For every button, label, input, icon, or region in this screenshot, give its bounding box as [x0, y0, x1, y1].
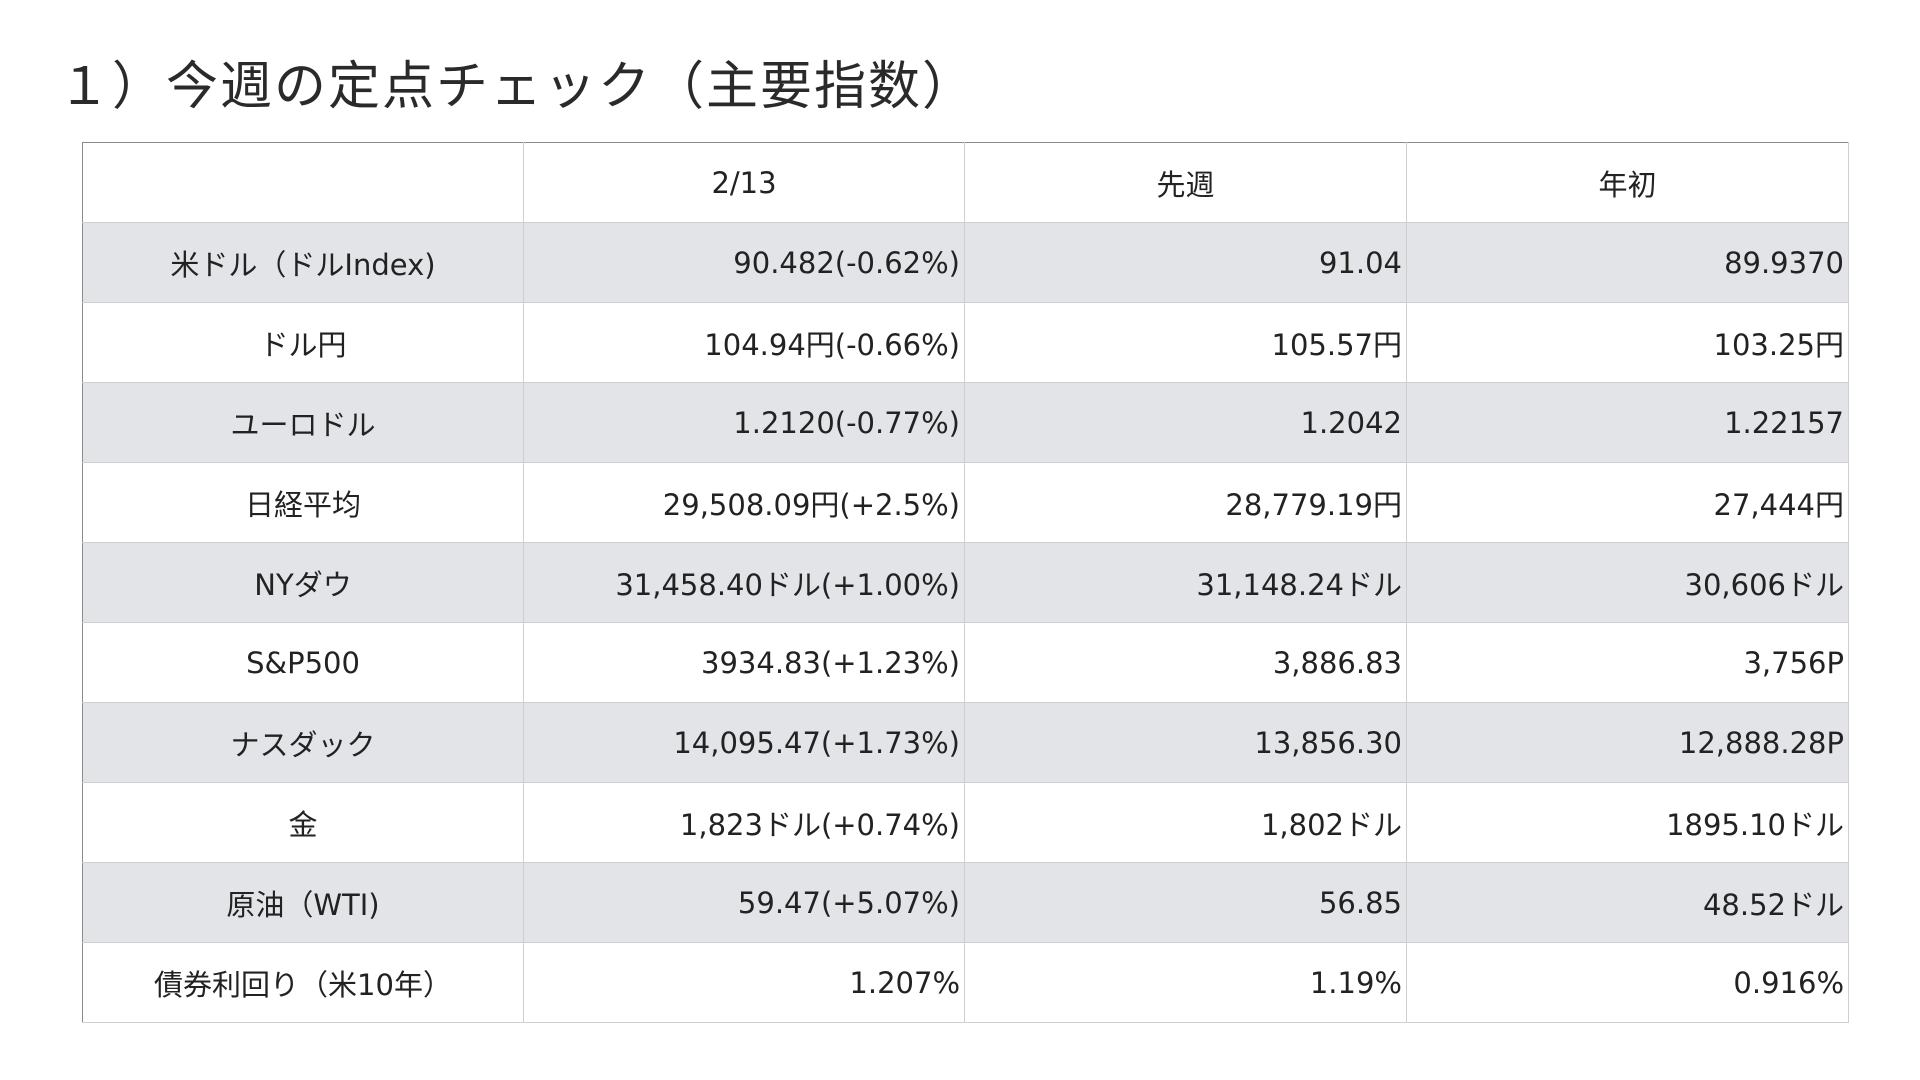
year-start-value-cell: 48.52ドル	[1406, 862, 1849, 943]
year-start-value-cell: 0.916%	[1406, 942, 1849, 1023]
year-start-value-cell: 27,444円	[1406, 462, 1849, 543]
table-row: 原油（WTI) 59.47(+5.07%) 56.85 48.52ドル	[82, 862, 1849, 943]
year-start-value-cell: 12,888.28P	[1406, 702, 1849, 783]
current-value-cell: 59.47(+5.07%)	[523, 862, 965, 943]
table-row: 債券利回り（米10年） 1.207% 1.19% 0.916%	[82, 942, 1849, 1023]
current-value-cell: 1.2120(-0.77%)	[523, 382, 965, 463]
table-row: ユーロドル 1.2120(-0.77%) 1.2042 1.22157	[82, 382, 1849, 463]
header-cell-last-week: 先週	[964, 142, 1407, 223]
header-cell-empty	[82, 142, 524, 223]
row-label: 金	[82, 782, 524, 863]
row-label: ナスダック	[82, 702, 524, 783]
last-week-value-cell: 31,148.24ドル	[964, 542, 1407, 623]
last-week-value-cell: 13,856.30	[964, 702, 1407, 783]
indices-table: 2/13 先週 年初 米ドル（ドルIndex) 90.482(-0.62%) 9…	[82, 142, 1849, 1023]
table-row: 米ドル（ドルIndex) 90.482(-0.62%) 91.04 89.937…	[82, 222, 1849, 303]
current-value-cell: 1.207%	[523, 942, 965, 1023]
last-week-value-cell: 56.85	[964, 862, 1407, 943]
last-week-value-cell: 1.19%	[964, 942, 1407, 1023]
year-start-value-cell: 3,756P	[1406, 622, 1849, 703]
header-cell-current-date: 2/13	[523, 142, 965, 223]
current-value-cell: 31,458.40ドル(+1.00%)	[523, 542, 965, 623]
row-label: 日経平均	[82, 462, 524, 543]
table-row: ドル円 104.94円(-0.66%) 105.57円 103.25円	[82, 302, 1849, 383]
year-start-value-cell: 30,606ドル	[1406, 542, 1849, 623]
current-value-cell: 90.482(-0.62%)	[523, 222, 965, 303]
row-label: 原油（WTI)	[82, 862, 524, 943]
year-start-value-cell: 1.22157	[1406, 382, 1849, 463]
current-value-cell: 3934.83(+1.23%)	[523, 622, 965, 703]
last-week-value-cell: 1.2042	[964, 382, 1407, 463]
last-week-value-cell: 3,886.83	[964, 622, 1407, 703]
year-start-value-cell: 89.9370	[1406, 222, 1849, 303]
table-row: S&P500 3934.83(+1.23%) 3,886.83 3,756P	[82, 622, 1849, 703]
last-week-value-cell: 91.04	[964, 222, 1407, 303]
row-label: NYダウ	[82, 542, 524, 623]
current-value-cell: 14,095.47(+1.73%)	[523, 702, 965, 783]
indices-table-container: 2/13 先週 年初 米ドル（ドルIndex) 90.482(-0.62%) 9…	[82, 142, 1849, 1023]
table-row: NYダウ 31,458.40ドル(+1.00%) 31,148.24ドル 30,…	[82, 542, 1849, 623]
row-label: S&P500	[82, 622, 524, 703]
row-label: 債券利回り（米10年）	[82, 942, 524, 1023]
current-value-cell: 104.94円(-0.66%)	[523, 302, 965, 383]
row-label: 米ドル（ドルIndex)	[82, 222, 524, 303]
row-label: ドル円	[82, 302, 524, 383]
current-value-cell: 1,823ドル(+0.74%)	[523, 782, 965, 863]
current-value-cell: 29,508.09円(+2.5%)	[523, 462, 965, 543]
year-start-value-cell: 1895.10ドル	[1406, 782, 1849, 863]
header-cell-year-start: 年初	[1406, 142, 1849, 223]
table-row: 金 1,823ドル(+0.74%) 1,802ドル 1895.10ドル	[82, 782, 1849, 863]
table-row: ナスダック 14,095.47(+1.73%) 13,856.30 12,888…	[82, 702, 1849, 783]
row-label: ユーロドル	[82, 382, 524, 463]
last-week-value-cell: 105.57円	[964, 302, 1407, 383]
table-row: 日経平均 29,508.09円(+2.5%) 28,779.19円 27,444…	[82, 462, 1849, 543]
page-title: １）今週の定点チェック（主要指数）	[58, 57, 977, 117]
year-start-value-cell: 103.25円	[1406, 302, 1849, 383]
table-header-row: 2/13 先週 年初	[82, 142, 1849, 223]
last-week-value-cell: 28,779.19円	[964, 462, 1407, 543]
last-week-value-cell: 1,802ドル	[964, 782, 1407, 863]
